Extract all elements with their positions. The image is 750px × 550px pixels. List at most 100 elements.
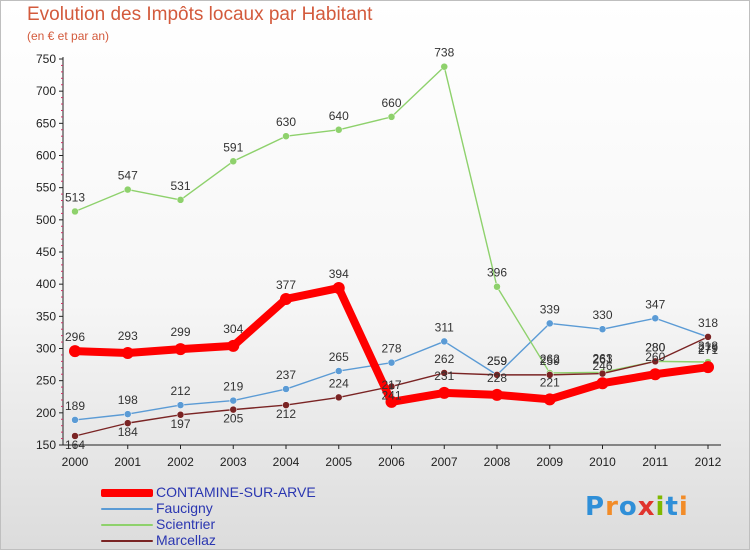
data-label: 318 bbox=[698, 339, 718, 353]
data-label: 660 bbox=[381, 96, 401, 110]
x-tick-label: 2005 bbox=[325, 455, 352, 469]
y-tick-label: 250 bbox=[36, 374, 56, 388]
legend-label: Marcellaz bbox=[156, 532, 216, 548]
data-label: 330 bbox=[592, 308, 612, 322]
data-label: 246 bbox=[592, 359, 612, 373]
data-label: 217 bbox=[381, 378, 401, 392]
data-label: 221 bbox=[540, 375, 560, 389]
y-tick-label: 700 bbox=[36, 84, 56, 98]
data-point-contamine-sur-arve bbox=[385, 395, 398, 408]
data-label: 591 bbox=[223, 140, 243, 154]
data-point-marcellaz bbox=[598, 369, 607, 378]
data-label: 228 bbox=[487, 371, 507, 385]
data-label: 261 bbox=[592, 353, 612, 367]
data-point-scientrier bbox=[282, 132, 290, 140]
data-label: 241 bbox=[381, 388, 401, 402]
data-label: 279 bbox=[698, 341, 718, 355]
data-label: 513 bbox=[65, 190, 85, 204]
data-label: 262 bbox=[540, 352, 560, 366]
logo-letter: r bbox=[605, 492, 619, 522]
data-point-contamine-sur-arve bbox=[227, 339, 240, 352]
data-label: 640 bbox=[329, 109, 349, 123]
legend-label: CONTAMINE-SUR-ARVE bbox=[156, 484, 316, 500]
data-point-faucigny bbox=[229, 396, 237, 405]
data-point-contamine-sur-arve bbox=[649, 368, 662, 381]
data-label: 212 bbox=[276, 407, 296, 421]
data-label: 630 bbox=[276, 115, 296, 129]
data-label: 262 bbox=[434, 352, 454, 366]
data-label: 278 bbox=[381, 342, 401, 356]
data-label: 311 bbox=[435, 320, 454, 334]
x-tick-label: 2002 bbox=[167, 455, 194, 469]
data-point-faucigny bbox=[176, 401, 185, 409]
data-label: 184 bbox=[118, 425, 138, 439]
y-tick-label: 200 bbox=[36, 406, 56, 420]
data-label: 293 bbox=[118, 329, 138, 343]
data-point-marcellaz bbox=[493, 371, 501, 379]
x-tick-label: 2000 bbox=[62, 455, 89, 469]
data-label: 212 bbox=[170, 384, 190, 398]
data-point-marcellaz bbox=[176, 411, 185, 419]
data-point-contamine-sur-arve bbox=[491, 388, 503, 401]
logo-letter: x bbox=[637, 492, 656, 522]
data-label: 339 bbox=[540, 302, 560, 316]
data-point-marcellaz bbox=[546, 371, 554, 379]
data-point-contamine-sur-arve bbox=[174, 343, 187, 356]
x-tick-label: 2007 bbox=[431, 455, 458, 469]
data-point-contamine-sur-arve bbox=[280, 292, 292, 305]
x-tick-label: 2004 bbox=[273, 455, 300, 469]
data-label: 263 bbox=[592, 351, 612, 365]
data-label: 260 bbox=[645, 350, 665, 364]
y-tick-label: 400 bbox=[36, 277, 56, 291]
data-point-scientrier bbox=[335, 126, 343, 134]
proxiti-logo: Proxiti bbox=[585, 492, 689, 522]
data-point-contamine-sur-arve bbox=[702, 361, 714, 374]
data-label: 394 bbox=[329, 267, 349, 281]
legend-swatch bbox=[101, 508, 153, 510]
data-label: 224 bbox=[329, 376, 349, 390]
data-point-marcellaz bbox=[71, 432, 79, 440]
y-tick-label: 600 bbox=[36, 149, 56, 163]
x-tick-label: 2010 bbox=[589, 455, 616, 469]
data-label: 296 bbox=[65, 330, 85, 344]
logo-letter: o bbox=[618, 492, 638, 522]
x-tick-label: 2008 bbox=[484, 455, 511, 469]
data-point-scientrier bbox=[229, 157, 237, 166]
y-tick-label: 300 bbox=[36, 342, 56, 356]
x-tick-label: 2006 bbox=[378, 455, 405, 469]
data-label: 280 bbox=[645, 340, 665, 354]
legend-swatch bbox=[101, 524, 153, 526]
series-layer bbox=[69, 62, 714, 440]
data-point-contamine-sur-arve bbox=[543, 393, 556, 406]
data-point-marcellaz bbox=[651, 357, 659, 366]
y-tick-label: 350 bbox=[36, 309, 56, 323]
data-label: 189 bbox=[65, 399, 85, 413]
y-tick-label: 750 bbox=[36, 52, 56, 66]
data-label: 347 bbox=[645, 297, 665, 311]
data-point-marcellaz bbox=[704, 333, 712, 341]
x-tick-label: 2001 bbox=[114, 455, 141, 469]
data-label: 738 bbox=[434, 46, 454, 60]
data-label: 280 bbox=[645, 340, 665, 354]
data-point-scientrier bbox=[493, 282, 501, 291]
data-point-contamine-sur-arve bbox=[438, 386, 451, 399]
data-point-contamine-sur-arve bbox=[332, 282, 345, 295]
logo-letter: t bbox=[665, 492, 679, 522]
data-point-faucigny bbox=[651, 314, 659, 323]
data-label: 259 bbox=[540, 354, 560, 368]
data-point-scientrier bbox=[124, 185, 132, 194]
data-label: 197 bbox=[170, 417, 190, 431]
axis-layer: 150 200 250 300 350 400 450 500 550 600 650 700 750 2… bbox=[36, 52, 722, 469]
data-point-faucigny bbox=[282, 385, 290, 393]
y-tick-label: 500 bbox=[36, 213, 56, 227]
data-point-marcellaz bbox=[440, 369, 448, 377]
data-point-faucigny bbox=[546, 319, 554, 328]
data-label-layer: 296 293 299 304 377 394 217 231 228 221 246 260 271 1… bbox=[65, 46, 718, 452]
data-label: 377 bbox=[276, 278, 296, 292]
data-point-contamine-sur-arve bbox=[121, 347, 134, 360]
data-point-scientrier bbox=[176, 196, 185, 204]
y-tick-label: 150 bbox=[36, 438, 56, 452]
data-point-faucigny bbox=[598, 325, 607, 333]
